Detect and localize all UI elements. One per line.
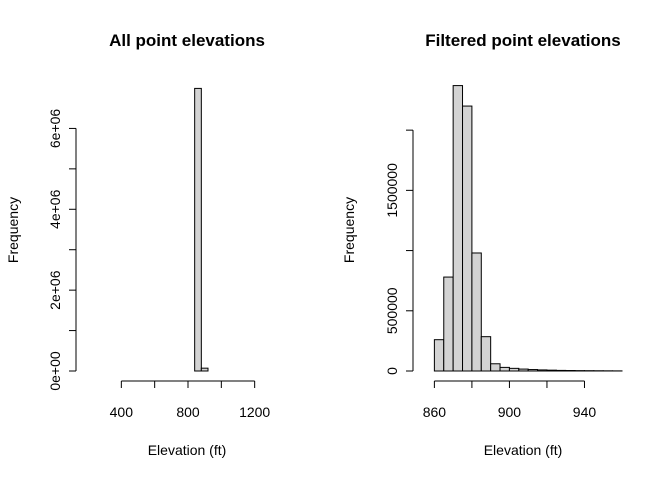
y-tick-label: 2e+06 <box>47 270 63 310</box>
y-tick-label: 1500000 <box>384 163 400 218</box>
histogram-bar <box>555 369 567 372</box>
y-ticks: 0 500000 1500000 <box>384 129 413 375</box>
y-tick-label: 4e+06 <box>47 189 63 229</box>
histogram-bar <box>490 363 501 372</box>
x-tick-label: 400 <box>110 404 134 420</box>
bars <box>194 87 209 372</box>
histogram-bar <box>480 336 492 372</box>
chart-title: Filtered point elevations <box>425 31 621 50</box>
histogram-bar <box>546 369 557 372</box>
histogram-bar <box>518 368 529 372</box>
y-tick-label: 500000 <box>384 287 400 334</box>
y-axis-label: Frequency <box>341 197 357 263</box>
histogram-bar <box>194 87 202 372</box>
histogram-bar <box>508 367 520 372</box>
chart-title: All point elevations <box>109 31 265 50</box>
histogram-bar <box>462 105 473 372</box>
y-tick-label: 6e+06 <box>47 109 63 149</box>
x-tick-label: 940 <box>573 404 597 420</box>
histogram-bar <box>537 369 548 372</box>
x-tick-label: 800 <box>176 404 200 420</box>
histogram-bar <box>200 367 209 372</box>
x-tick-label: 860 <box>423 404 447 420</box>
histogram-bar <box>499 366 510 372</box>
histogram-bar <box>433 339 445 372</box>
x-ticks: 860 900 940 <box>423 381 597 420</box>
x-axis-label: Elevation (ft) <box>148 442 227 458</box>
histogram-bar <box>471 252 482 372</box>
x-tick-label: 900 <box>498 404 522 420</box>
x-ticks: 400 800 1200 <box>110 381 270 420</box>
bars <box>433 85 623 372</box>
histogram-filtered-elevations: Filtered point elevations 860 900 940 0 500… <box>341 31 623 458</box>
y-tick-label: 0 <box>384 367 400 375</box>
histogram-bar <box>452 85 464 372</box>
histogram-bar <box>527 369 539 372</box>
histogram-bar <box>443 276 454 372</box>
x-tick-label: 1200 <box>239 404 270 420</box>
x-axis-label: Elevation (ft) <box>484 442 563 458</box>
histogram-all-elevations: All point elevations 400 800 1200 0e+00 2e+… <box>5 31 270 458</box>
y-ticks: 0e+00 2e+06 4e+06 6e+06 <box>47 109 76 391</box>
y-axis-label: Frequency <box>5 197 21 263</box>
y-tick-label: 0e+00 <box>47 351 63 391</box>
